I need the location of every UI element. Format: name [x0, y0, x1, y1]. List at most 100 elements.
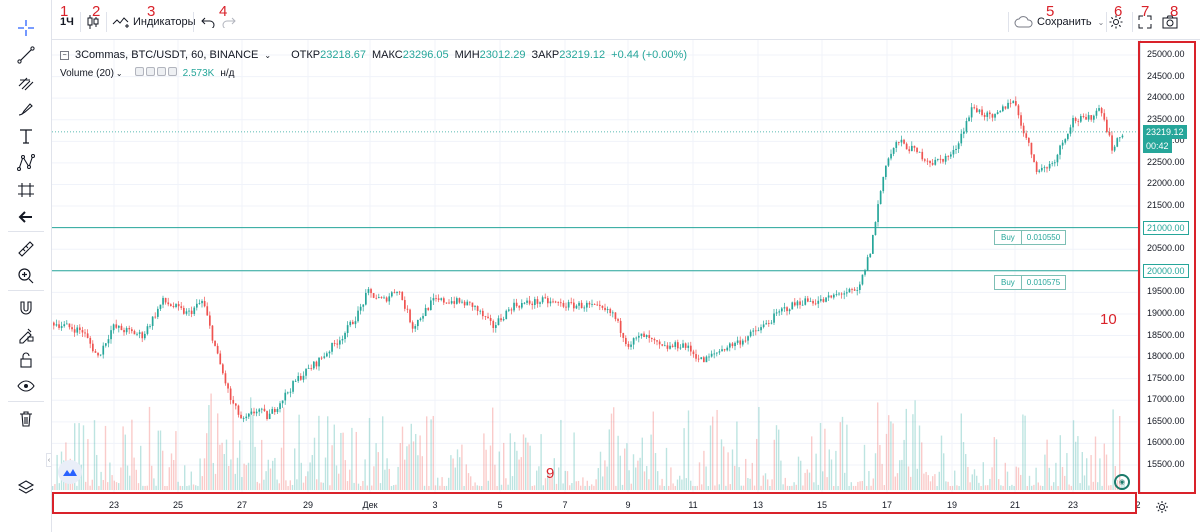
volume-bar	[916, 468, 918, 490]
3commas-badge-icon[interactable]: ◉	[1114, 474, 1130, 490]
volume-bar	[461, 444, 463, 490]
buy-order-tag[interactable]: Buy 0.010550	[994, 230, 1067, 245]
volume-bar	[606, 466, 608, 490]
volume-bar	[643, 471, 646, 490]
collapse-toolbar-button[interactable]: ‹	[46, 453, 52, 467]
candle-body	[492, 320, 495, 328]
fullscreen-button[interactable]	[1138, 12, 1152, 32]
candle-body	[892, 147, 895, 154]
screenshot-button[interactable]	[1162, 12, 1178, 32]
candle-body	[918, 151, 921, 153]
candle-body	[1056, 154, 1059, 163]
volume-bar	[111, 475, 113, 490]
candle-body	[926, 160, 929, 162]
volume-bar	[855, 485, 857, 490]
volume-bar	[696, 485, 698, 490]
chevron-down-icon[interactable]: ⌄	[1097, 17, 1105, 27]
volume-bar	[102, 480, 104, 490]
volume-bar	[265, 471, 267, 490]
candle-body	[952, 149, 955, 155]
price-chart[interactable]	[52, 40, 1140, 492]
volume-bar	[52, 486, 54, 490]
tradingview-logo-icon[interactable]	[58, 460, 82, 484]
volume-bar	[822, 471, 824, 490]
brush-icon[interactable]	[14, 97, 38, 121]
volume-bar	[1119, 416, 1121, 490]
chevron-down-icon[interactable]: ⌄	[115, 68, 123, 78]
candle-body	[799, 301, 801, 305]
chevron-down-icon[interactable]: ⌄	[264, 50, 272, 60]
candle-body	[102, 345, 105, 355]
chart-pane[interactable]: − 3Commas, BTC/USDT, 60, BINANCE ⌄ ОТКР2…	[52, 40, 1140, 492]
volume-bar	[164, 485, 166, 490]
candle-body	[604, 307, 606, 311]
volume-bar	[729, 484, 731, 490]
candle-body	[250, 411, 253, 414]
volume-bar	[118, 483, 120, 490]
fib-retracement-icon[interactable]	[14, 70, 38, 94]
settings-small-icon[interactable]	[145, 67, 155, 76]
redo-button[interactable]	[222, 12, 236, 32]
volume-bar	[298, 414, 300, 490]
candle-body	[1072, 117, 1074, 128]
volume-bar	[415, 433, 417, 490]
volume-bar	[782, 484, 784, 490]
candle-body	[339, 340, 341, 345]
trend-line-icon[interactable]	[14, 43, 38, 67]
volume-bar	[96, 454, 98, 490]
back-arrow-icon[interactable]	[14, 205, 38, 229]
candle-body	[872, 234, 874, 254]
price-tick-label: 23500.00	[1147, 113, 1185, 124]
crosshair-icon[interactable]	[14, 16, 38, 40]
candle-body	[1012, 101, 1015, 104]
volume-bar	[219, 444, 221, 490]
volume-bar	[1070, 485, 1072, 490]
collapse-legend-icon[interactable]: −	[60, 50, 69, 60]
candle-body	[666, 345, 669, 349]
save-button[interactable]: Сохранить ⌄	[1014, 12, 1104, 32]
close-small-icon[interactable]	[167, 67, 177, 76]
visibility-toggle-icon[interactable]	[134, 67, 144, 76]
ruler-icon[interactable]	[14, 237, 38, 261]
source-icon[interactable]	[156, 67, 166, 76]
lock-drawing-icon[interactable]	[14, 322, 38, 346]
candle-body	[219, 353, 222, 365]
volume-bar	[162, 450, 164, 490]
volume-bar	[1077, 436, 1079, 490]
volume-bar	[278, 483, 280, 490]
time-tick-label: 2	[1135, 500, 1141, 510]
time-axis[interactable]: 23 25 27 29 Дек 3 5 7 9 11 13 15 17 19 21 23 2	[52, 492, 1141, 532]
chart-type-button[interactable]	[86, 12, 100, 32]
settings-button[interactable]	[1108, 12, 1124, 32]
volume-bar	[1086, 458, 1088, 490]
candle-body	[911, 145, 913, 152]
candle-body	[679, 347, 682, 349]
magnet-icon[interactable]	[14, 296, 38, 320]
lock-icon[interactable]	[14, 348, 38, 372]
trash-icon[interactable]	[14, 407, 38, 431]
undo-button[interactable]	[201, 12, 215, 32]
volume-bar	[340, 432, 342, 490]
volume-label[interactable]: Volume (20)	[60, 67, 114, 79]
eye-icon[interactable]	[14, 374, 38, 398]
symbol-name[interactable]: 3Commas, BTC/USDT, 60, BINANCE	[75, 49, 259, 61]
interval-button[interactable]: 1Ч	[60, 16, 74, 28]
prediction-tool-icon[interactable]	[14, 178, 38, 202]
zoom-in-icon[interactable]	[14, 264, 38, 288]
candle-body	[76, 327, 79, 333]
candle-body	[105, 343, 107, 346]
high-value: 23296.05	[402, 49, 449, 61]
pattern-tool-icon[interactable]	[14, 151, 38, 175]
buy-order-tag[interactable]: Buy 0.010575	[994, 275, 1067, 290]
volume-bar	[305, 476, 307, 490]
layers-icon[interactable]	[14, 476, 38, 500]
price-tick-label: 18500.00	[1147, 329, 1185, 340]
candle-body	[976, 108, 978, 113]
axis-settings-icon[interactable]	[1154, 499, 1170, 515]
text-tool-icon[interactable]	[14, 124, 38, 148]
candle-body	[677, 342, 679, 349]
indicators-button[interactable]: Индикаторы	[112, 12, 196, 32]
price-axis[interactable]: 25000.0024500.0024000.0023500.0023000.00…	[1140, 40, 1200, 492]
candle-body	[281, 400, 284, 404]
volume-bar	[459, 457, 461, 490]
